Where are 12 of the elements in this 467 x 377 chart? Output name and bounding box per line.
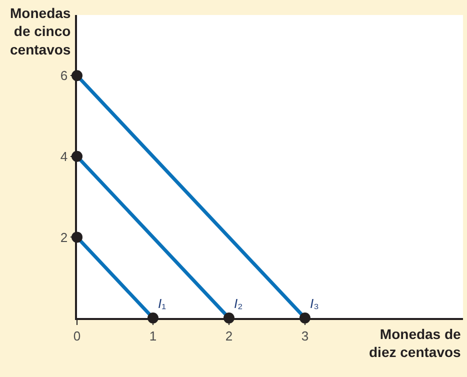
x-axis-title: Monedas de diez centavos: [369, 326, 462, 360]
x-tick-label: 1: [149, 328, 157, 344]
x-tick-label: 0: [73, 328, 81, 344]
series-label: I₁: [158, 296, 167, 311]
y-tick-label: 2: [60, 230, 68, 245]
series-label: I₃: [310, 296, 319, 311]
y-tick-label: 6: [60, 68, 68, 84]
x-tick-label: 3: [301, 328, 309, 344]
y-axis-title: Monedas de cinco centavos: [10, 5, 71, 58]
y-tick-label: 4: [60, 148, 68, 164]
x-tick-label: 2: [225, 328, 233, 344]
series-label: I₂: [234, 296, 243, 311]
